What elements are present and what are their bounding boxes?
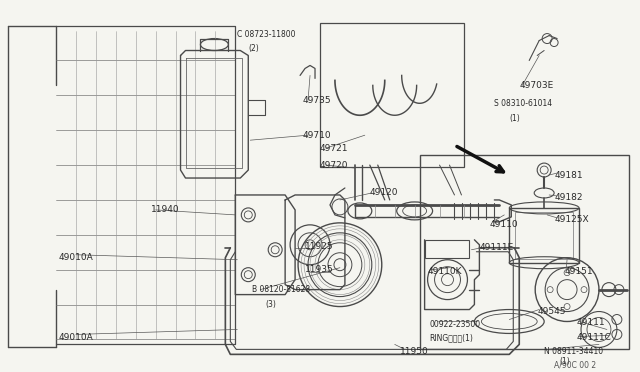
Text: 49110K: 49110K — [428, 267, 462, 276]
Text: 49125X: 49125X — [554, 215, 589, 224]
Text: 11950: 11950 — [400, 347, 428, 356]
Text: A/90C 00 2: A/90C 00 2 — [554, 361, 596, 370]
Text: 49120: 49120 — [370, 189, 398, 198]
Text: 49710: 49710 — [302, 131, 331, 140]
Text: 49181: 49181 — [554, 170, 583, 180]
Text: 11935: 11935 — [305, 265, 334, 274]
Bar — [509, 208, 579, 263]
Text: (1): (1) — [559, 357, 570, 366]
Text: RINGリング(1): RINGリング(1) — [429, 333, 474, 342]
Text: (2): (2) — [248, 44, 259, 53]
Text: 49010A: 49010A — [59, 253, 93, 262]
Bar — [424, 240, 469, 258]
Text: 00922-23500: 00922-23500 — [429, 320, 481, 329]
Text: C 08723-11800: C 08723-11800 — [237, 30, 296, 39]
Text: 49735: 49735 — [302, 96, 331, 105]
Text: 49182: 49182 — [554, 193, 582, 202]
Bar — [420, 155, 629, 349]
Text: 49111: 49111 — [577, 318, 605, 327]
Text: 49703E: 49703E — [519, 81, 554, 90]
Text: S 08310-61014: S 08310-61014 — [494, 99, 552, 108]
Text: 11940: 11940 — [150, 205, 179, 214]
Text: 49010A: 49010A — [59, 333, 93, 342]
Text: 49721: 49721 — [320, 144, 349, 153]
Text: 49111E: 49111E — [479, 243, 514, 252]
Text: 49151: 49151 — [564, 267, 593, 276]
Bar — [515, 212, 573, 259]
Text: 49720: 49720 — [320, 161, 349, 170]
Text: 49111C: 49111C — [577, 333, 612, 342]
Text: (3): (3) — [265, 300, 276, 309]
Text: 49110: 49110 — [490, 220, 518, 230]
Bar — [320, 23, 465, 167]
Text: N 08911-34410: N 08911-34410 — [544, 347, 604, 356]
Text: B 08120-81628: B 08120-81628 — [252, 285, 310, 294]
Text: 49545: 49545 — [537, 307, 566, 316]
Text: 11925: 11925 — [305, 242, 333, 251]
Text: (1): (1) — [509, 114, 520, 123]
